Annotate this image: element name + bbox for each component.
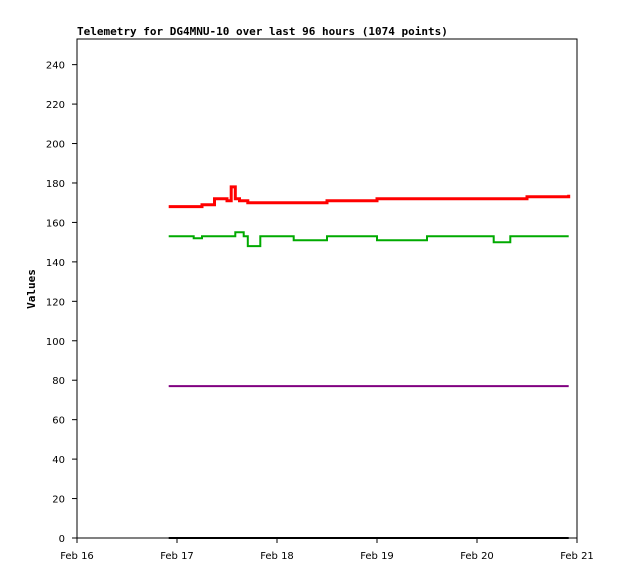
x-tick-label: Feb 19 [360, 551, 394, 562]
y-tick-label: 60 [52, 416, 65, 427]
y-tick-label: 240 [46, 61, 65, 72]
plot-frame [76, 38, 578, 539]
x-tick-label: Feb 20 [460, 551, 494, 562]
y-tick-label: 100 [46, 337, 65, 348]
x-axis: Feb 16 Feb 17 Feb 18 Feb 19 Feb 20 Feb 21 [60, 538, 594, 562]
y-tick-label: 120 [46, 297, 65, 308]
y-tick-label: 180 [46, 179, 65, 190]
y-axis-label: Values [25, 269, 38, 309]
x-tick-label: Feb 17 [160, 551, 194, 562]
y-tick-label: 40 [52, 455, 65, 466]
y-axis: 0 20 40 60 80 100 120 140 160 180 200 220 240 [46, 61, 77, 545]
x-tick-label: Feb 18 [260, 551, 294, 562]
y-tick-label: 140 [46, 258, 65, 269]
x-tick-label: Feb 16 [60, 551, 94, 562]
series-line-1 [168, 231, 569, 248]
series-line-0 [168, 185, 571, 209]
y-tick-label: 160 [46, 218, 65, 229]
x-tick-label: Feb 21 [560, 551, 594, 562]
y-tick-label: 0 [59, 534, 65, 545]
y-tick-label: 200 [46, 140, 65, 151]
y-tick-label: 20 [52, 495, 65, 506]
y-tick-label: 220 [46, 100, 65, 111]
chart-title: Telemetry for DG4MNU-10 over last 96 hou… [77, 25, 448, 38]
series-group [168, 185, 571, 539]
y-tick-label: 80 [52, 376, 65, 387]
